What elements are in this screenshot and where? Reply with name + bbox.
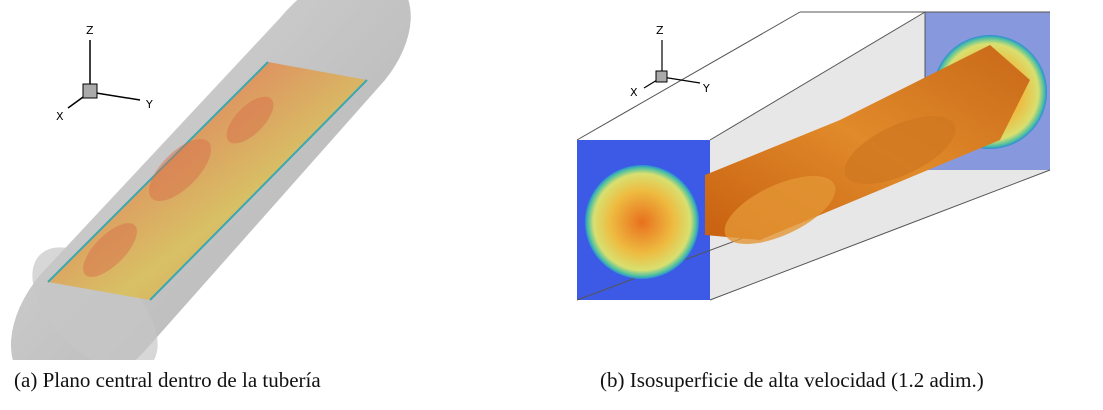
caption-text: Isosuperficie de alta velocidad (1.2 adi… bbox=[630, 368, 984, 392]
axis-label-y: Y bbox=[145, 98, 153, 111]
axis-triad: Z Y X bbox=[56, 24, 153, 123]
caption: (a) Plano central dentro de la tubería bbox=[14, 368, 321, 393]
axis-label-x: X bbox=[56, 110, 64, 123]
axis-triad: Z Y X bbox=[630, 24, 710, 99]
caption-text: Plano central dentro de la tubería bbox=[43, 368, 321, 392]
axis-label-z: Z bbox=[86, 24, 94, 37]
renderings: Z Y X Z Y X bbox=[0, 0, 1103, 360]
axis-label-x: X bbox=[630, 86, 638, 99]
axis-label-z: Z bbox=[656, 24, 664, 37]
caption: (b) Isosuperficie de alta velocidad (1.2… bbox=[600, 368, 984, 393]
axis-label-y: Y bbox=[702, 82, 710, 95]
tube-rendering bbox=[10, 0, 411, 360]
caption-label: (a) bbox=[14, 368, 37, 392]
caption-label: (b) bbox=[600, 368, 625, 392]
isosurface-rendering bbox=[577, 12, 1050, 300]
figure: Z Y X Z Y X (a) Plano central dentro de … bbox=[0, 0, 1103, 410]
